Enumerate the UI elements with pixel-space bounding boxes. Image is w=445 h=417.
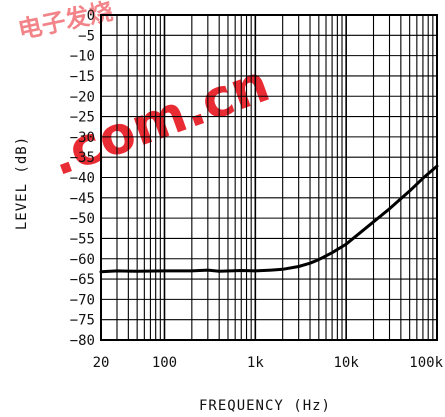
y-tick-label: −80 bbox=[70, 333, 95, 349]
y-tick-label: −55 bbox=[70, 231, 95, 247]
y-tick-label: −25 bbox=[70, 110, 95, 126]
y-tick-label: −70 bbox=[70, 292, 95, 308]
y-tick-label: −35 bbox=[70, 150, 95, 166]
x-tick-label: 1k bbox=[247, 355, 264, 371]
y-tick-label: −30 bbox=[70, 130, 95, 146]
watermark: 电子发烧 .com.cn bbox=[16, 0, 278, 188]
y-tick-label: −75 bbox=[70, 313, 95, 329]
y-axis-title: LEVEL (dB) bbox=[14, 136, 30, 230]
y-tick-labels: 0 −5 −10 −15 −20 −25 −30 −35 −40 −45 −50 −55 −60 −65 −… bbox=[70, 8, 95, 349]
x-tick-label: 100k bbox=[409, 355, 443, 371]
series-line bbox=[99, 164, 439, 274]
x-tick-labels: 20 100 1k 10k 100k bbox=[93, 355, 444, 371]
x-tick-label: 10k bbox=[334, 355, 360, 371]
plot-grid bbox=[100, 14, 438, 341]
y-tick-label: −50 bbox=[70, 211, 95, 227]
y-tick-label: −5 bbox=[78, 28, 95, 44]
x-tick-label: 20 bbox=[93, 355, 110, 371]
y-tick-label: −65 bbox=[70, 272, 95, 288]
series-layer bbox=[99, 164, 439, 274]
plot-frame bbox=[100, 14, 438, 341]
y-tick-label: −40 bbox=[70, 171, 95, 187]
y-tick-label: −15 bbox=[70, 69, 95, 85]
y-tick-label: −60 bbox=[70, 252, 95, 268]
y-tick-label: −45 bbox=[70, 191, 95, 207]
x-axis-title: FREQUENCY (Hz) bbox=[199, 398, 331, 414]
y-tick-label: −10 bbox=[70, 49, 95, 65]
y-tick-label: 0 bbox=[87, 8, 95, 24]
x-tick-label: 100 bbox=[152, 355, 177, 371]
y-tick-label: −20 bbox=[70, 89, 95, 105]
